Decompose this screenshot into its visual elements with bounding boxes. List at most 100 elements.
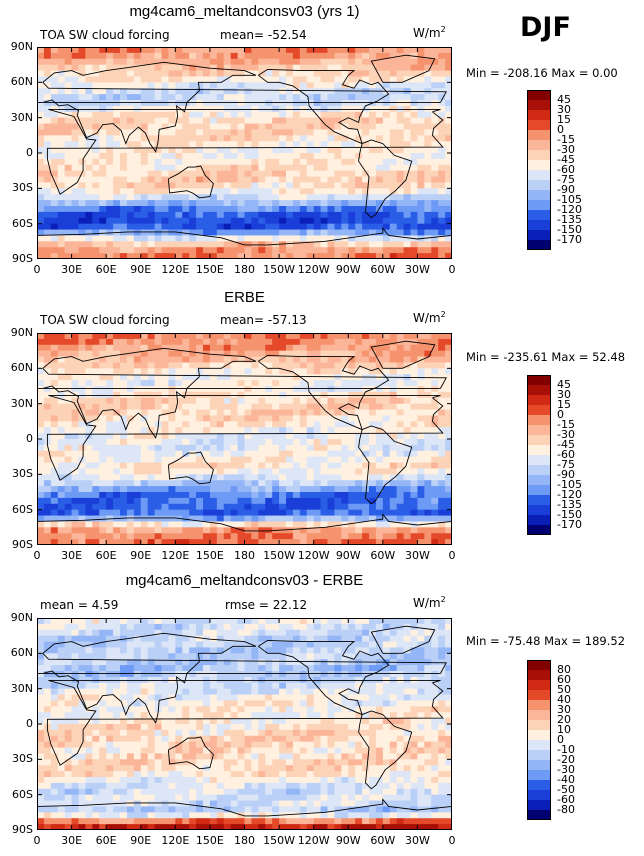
field-cell (445, 105, 452, 113)
field-cell (106, 492, 114, 499)
field-cell (216, 456, 225, 464)
field-cell (445, 123, 452, 130)
field-cell (265, 618, 273, 625)
field-cell (113, 350, 121, 358)
field-cell (251, 123, 259, 130)
field-cell (445, 350, 452, 358)
field-cell (85, 182, 93, 189)
field-cell (182, 468, 190, 475)
field-cell (161, 88, 169, 95)
field-cell (237, 623, 245, 631)
field-cell (327, 70, 335, 77)
panel-3-map (37, 618, 452, 830)
field-cell (251, 647, 259, 654)
field-cell (320, 338, 328, 346)
field-cell (341, 58, 349, 66)
field-cell (438, 141, 446, 148)
field-cell (355, 64, 363, 72)
field-cell (438, 653, 446, 660)
field-cell (403, 653, 411, 660)
field-cell (120, 164, 128, 172)
field-cell (348, 386, 356, 393)
field-cell (320, 629, 328, 637)
field-cell (43, 386, 52, 393)
field-cell (71, 176, 79, 183)
field-cell (154, 47, 162, 54)
field-cell (265, 194, 273, 201)
field-cell (147, 217, 156, 225)
field-cell (189, 217, 197, 225)
field-cell (286, 503, 294, 511)
field-cell (341, 647, 349, 654)
field-cell (258, 450, 266, 458)
field-cell (140, 147, 149, 154)
field-cell (216, 88, 225, 95)
field-cell (175, 76, 183, 83)
field-cell (64, 468, 73, 475)
field-cell (140, 492, 149, 499)
field-cell (292, 539, 301, 545)
field-cell (320, 456, 328, 464)
field-cell (265, 100, 273, 107)
field-cell (355, 58, 363, 66)
field-cell (313, 368, 322, 375)
field-cell (265, 164, 273, 172)
field-cell (182, 439, 190, 446)
field-cell (292, 247, 301, 254)
field-cell (92, 350, 100, 358)
field-cell (306, 94, 315, 101)
field-cell (57, 403, 66, 411)
field-cell (147, 415, 156, 422)
field-cell (320, 117, 328, 125)
field-cell (78, 427, 86, 434)
field-cell (106, 462, 114, 469)
field-cell (389, 158, 398, 166)
field-cell (209, 515, 218, 522)
field-cell (64, 135, 73, 142)
field-cell (299, 153, 308, 160)
field-cell (92, 653, 100, 660)
field-cell (265, 421, 273, 428)
field-cell (64, 618, 73, 625)
field-cell (113, 217, 121, 225)
field-cell (306, 515, 315, 522)
field-cell (209, 480, 218, 487)
field-cell (299, 182, 308, 189)
field-cell (272, 94, 280, 101)
field-cell (299, 474, 308, 481)
field-cell (43, 338, 52, 346)
field-cell (362, 421, 370, 428)
field-cell (37, 474, 45, 481)
field-cell (126, 176, 135, 183)
field-cell (417, 217, 425, 225)
field-cell (99, 527, 107, 534)
field-cell (209, 129, 218, 136)
field-cell (375, 129, 384, 136)
field-cell (216, 403, 225, 411)
field-cell (99, 629, 107, 637)
field-cell (279, 362, 287, 369)
field-cell (140, 64, 149, 72)
field-cell (327, 533, 335, 540)
field-cell (258, 217, 266, 225)
field-cell (438, 391, 446, 399)
field-cell (272, 206, 280, 213)
field-cell (334, 206, 342, 213)
field-cell (348, 659, 356, 666)
field-cell (244, 618, 252, 625)
field-cell (431, 253, 439, 259)
field-cell (57, 653, 66, 660)
field-cell (272, 539, 280, 545)
field-cell (147, 147, 156, 154)
field-cell (327, 211, 335, 219)
field-cell (306, 403, 315, 411)
field-cell (209, 188, 218, 195)
field-cell (375, 52, 384, 60)
field-cell (292, 641, 301, 648)
field-cell (299, 444, 308, 452)
field-cell (85, 47, 93, 54)
field-cell (431, 176, 439, 183)
field-cell (196, 374, 204, 381)
field-cell (396, 70, 405, 77)
field-cell (375, 76, 384, 83)
